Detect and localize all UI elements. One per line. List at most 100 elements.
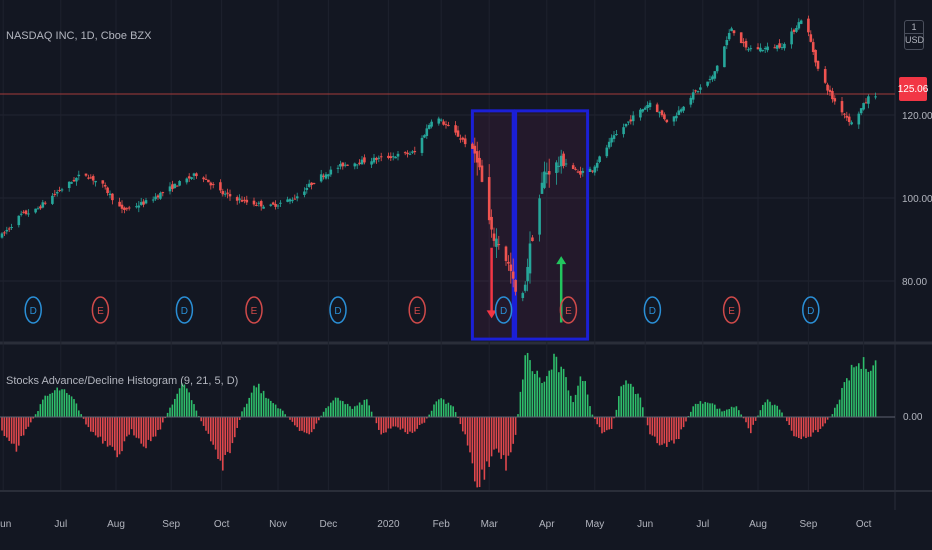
histogram-bar xyxy=(834,407,836,417)
candle-body xyxy=(682,106,685,111)
candle-body xyxy=(831,91,834,100)
histogram-bar xyxy=(330,402,332,417)
candle-body xyxy=(509,264,513,272)
histogram-bar xyxy=(207,417,210,434)
histogram-bar xyxy=(754,417,757,421)
candle-body xyxy=(346,164,349,166)
candle-body xyxy=(574,168,577,170)
histogram-bar xyxy=(697,403,699,417)
currency-button[interactable]: 1 USD xyxy=(904,20,924,50)
histogram-bar xyxy=(536,370,538,417)
histogram-bar xyxy=(210,417,212,442)
histogram-bar xyxy=(320,415,322,417)
candle-body xyxy=(3,232,6,234)
indicator-zero-label: 0.00 xyxy=(903,412,923,423)
candle-body xyxy=(17,215,21,226)
histogram-bar xyxy=(514,417,517,435)
candle-body xyxy=(713,71,717,79)
histogram-bar xyxy=(423,417,426,423)
histogram-bar xyxy=(255,387,258,417)
candle-body xyxy=(375,157,378,160)
histogram-bar xyxy=(805,417,807,439)
candle-body xyxy=(874,96,877,98)
histogram-bar xyxy=(843,382,846,417)
candle-body xyxy=(327,174,330,177)
candle-body xyxy=(461,137,465,140)
candle-body xyxy=(403,152,407,154)
histogram-bar xyxy=(97,417,99,438)
histogram-bar xyxy=(618,396,620,417)
candle-body xyxy=(303,191,306,195)
candle-body xyxy=(58,190,61,192)
histogram-bar xyxy=(370,411,373,417)
histogram-bar xyxy=(358,402,361,417)
histogram-bar xyxy=(759,410,762,417)
histogram-bar xyxy=(150,417,152,442)
histogram-bar xyxy=(577,385,579,417)
histogram-bar xyxy=(250,392,253,417)
histogram-bar xyxy=(498,417,500,453)
candle-body xyxy=(495,238,498,247)
candle-body xyxy=(245,199,249,203)
histogram-bar xyxy=(450,405,452,417)
histogram-bar xyxy=(121,417,123,452)
candle-body xyxy=(588,168,592,172)
candle-body xyxy=(843,113,846,115)
candle-body xyxy=(372,157,376,163)
histogram-bar xyxy=(807,417,810,437)
histogram-bar xyxy=(865,368,867,417)
candle-body xyxy=(641,109,645,112)
histogram-bar xyxy=(526,352,529,417)
histogram-bar xyxy=(6,417,8,438)
histogram-bar xyxy=(22,417,25,436)
earnings-marker xyxy=(245,296,263,324)
histogram-bar xyxy=(478,417,481,488)
candle-body xyxy=(807,18,810,33)
histogram-bar xyxy=(464,417,466,435)
candle-body xyxy=(307,183,311,187)
histogram-bar xyxy=(594,417,596,420)
histogram-bar xyxy=(687,415,690,417)
candle-body xyxy=(60,189,64,191)
candle-body xyxy=(101,180,105,184)
candle-body xyxy=(156,195,160,198)
time-tick-label: Jun xyxy=(0,519,11,530)
candle-body xyxy=(168,186,172,192)
candle-body xyxy=(528,243,532,274)
histogram-bar xyxy=(253,385,255,417)
histogram-bar xyxy=(656,417,658,444)
candle-body xyxy=(699,87,702,90)
time-tick-label: Oct xyxy=(214,519,230,530)
candle-body xyxy=(826,84,829,91)
candle-body xyxy=(286,199,289,202)
histogram-bar xyxy=(486,417,488,462)
histogram-bar xyxy=(349,406,351,417)
histogram-bar xyxy=(680,417,682,430)
histogram-bar xyxy=(694,403,697,417)
time-tick-label: Oct xyxy=(856,519,872,530)
histogram-bar xyxy=(378,417,380,430)
histogram-bar xyxy=(301,417,303,431)
candle-body xyxy=(615,134,618,136)
histogram-bar xyxy=(85,417,87,425)
histogram-bar xyxy=(462,417,464,432)
histogram-bar xyxy=(466,417,469,446)
histogram-bar xyxy=(738,410,740,417)
histogram-bar xyxy=(447,402,450,417)
candle-body xyxy=(413,151,417,153)
candle-body xyxy=(607,141,611,148)
histogram-bar xyxy=(118,417,121,455)
candle-body xyxy=(742,42,745,44)
histogram-bar xyxy=(399,417,402,430)
candle-body xyxy=(543,171,546,188)
histogram-bar xyxy=(387,417,390,429)
candle-body xyxy=(135,206,138,208)
histogram-bar xyxy=(606,417,608,431)
time-tick-label: Jul xyxy=(54,519,67,530)
histogram-bar xyxy=(711,403,714,417)
candle-body xyxy=(828,89,832,93)
histogram-bar xyxy=(154,417,157,437)
candle-body xyxy=(151,199,155,201)
